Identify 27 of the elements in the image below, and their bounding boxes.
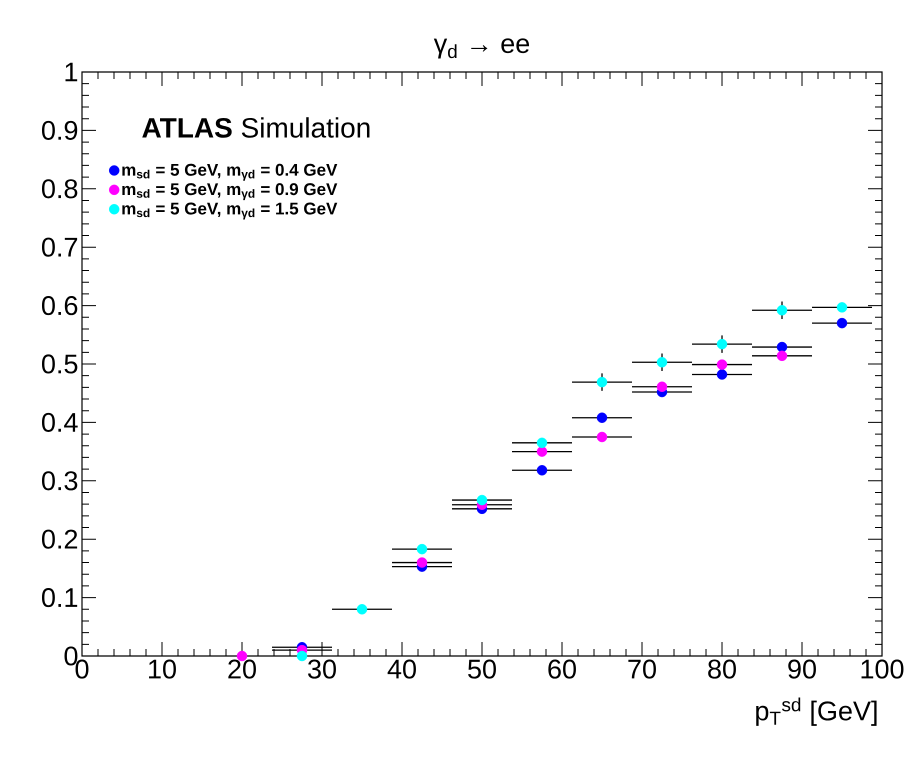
x-tick-label: 10 <box>149 660 176 679</box>
x-tick-label: 100 <box>862 660 904 679</box>
y-tick-label: 0.3 <box>42 471 78 490</box>
legend-label: m$_{sd}$ = 5 GeV, m$_{γd}$ = 0.9 GeV <box>122 183 338 200</box>
legend-label: m$_{sd}$ = 5 GeV, m$_{γd}$ = 1.5 GeV <box>122 202 338 220</box>
x-tick-label: 60 <box>548 660 576 679</box>
y-tick-label: 0.4 <box>42 412 78 432</box>
y-tick-label: 0 <box>64 646 78 666</box>
x-tick-label: 50 <box>468 660 496 679</box>
x-tick-label: 30 <box>308 660 336 679</box>
y-tick-label: 0.9 <box>42 120 78 140</box>
legend-label: m$_{sd}$ = 5 GeV, m$_{γd}$ = 0.4 GeV <box>122 164 338 181</box>
x-axis-title: p$_{T}$$^{sd}$ [GeV] <box>756 698 877 726</box>
y-tick-label: 0.7 <box>42 238 78 257</box>
y-tick-label: 0.8 <box>42 179 78 198</box>
x-tick-label: 40 <box>388 660 416 679</box>
annotation: ATLAS Simulation <box>142 117 370 138</box>
x-tick-label: 70 <box>628 660 656 679</box>
x-tick-label: 90 <box>788 660 816 679</box>
y-tick-label: 0.2 <box>42 530 78 549</box>
y-tick-label: 1 <box>66 62 78 82</box>
y-tick-label: 0.6 <box>42 296 78 316</box>
chart-title: γ$_{d}$ → ee <box>434 38 530 58</box>
y-tick-label: 0.5 <box>42 354 78 374</box>
x-tick-label: 20 <box>228 660 256 679</box>
x-tick-label: 80 <box>708 660 736 679</box>
y-tick-label: 0.1 <box>42 588 78 608</box>
